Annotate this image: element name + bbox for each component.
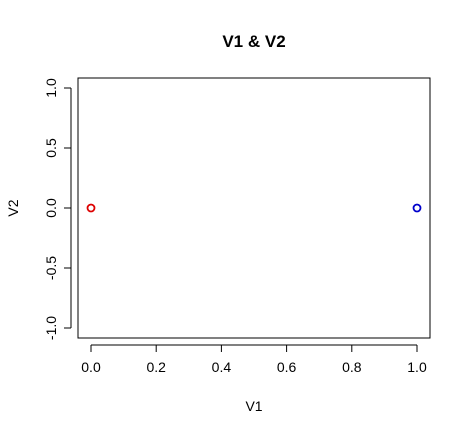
x-tick-label: 0.4 — [212, 359, 232, 375]
data-point — [412, 203, 422, 213]
x-tick-label: 0.2 — [146, 359, 166, 375]
data-point — [86, 203, 96, 213]
x-axis-label: V1 — [245, 398, 262, 414]
y-axis: -1.0 -0.5 0.0 0.5 1.0 — [43, 78, 72, 340]
y-axis-label: V2 — [5, 199, 21, 216]
y-tick-label: 0.0 — [43, 198, 59, 218]
y-tick-label: 1.0 — [43, 78, 59, 98]
x-axis: 0.0 0.2 0.4 0.6 0.8 1.0 — [81, 344, 427, 375]
x-tick-label: 0.0 — [81, 359, 101, 375]
data-points — [86, 203, 422, 213]
plot-area-frame — [77, 77, 431, 339]
y-tick-label: 0.5 — [43, 138, 59, 158]
x-tick-label: 0.6 — [277, 359, 297, 375]
chart-title: V1 & V2 — [222, 32, 285, 51]
y-tick-label: -1.0 — [43, 316, 59, 340]
x-tick-label: 1.0 — [407, 359, 427, 375]
y-tick-label: -0.5 — [43, 256, 59, 280]
x-tick-label: 0.8 — [342, 359, 362, 375]
